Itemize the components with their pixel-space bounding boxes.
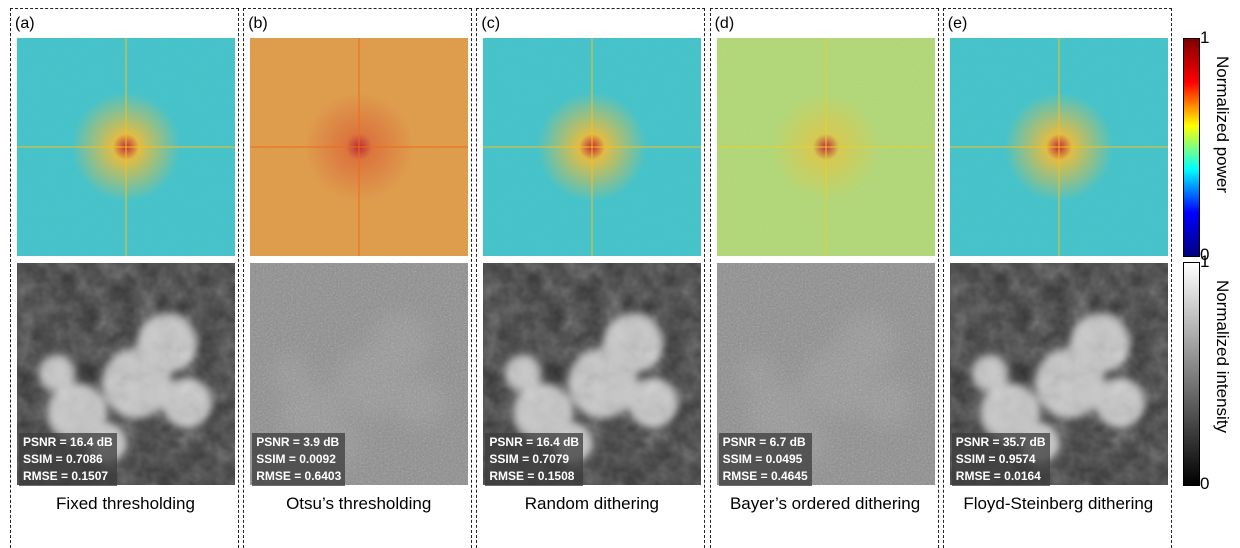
- colorbar-label: Normalized power: [1212, 56, 1232, 193]
- metric: SSIM = 0.9574: [956, 451, 1046, 468]
- metric: SSIM = 0.7086: [23, 451, 113, 468]
- metric: PSNR = 16.4 dB: [489, 434, 579, 451]
- panel-label: (d): [715, 15, 735, 33]
- metric: SSIM = 0.7079: [489, 451, 579, 468]
- colorbar: [1183, 262, 1200, 486]
- caption: Floyd-Steinberg dithering: [944, 493, 1173, 514]
- colorbar-max: 1: [1200, 252, 1209, 272]
- metric: RMSE = 0.1507: [23, 468, 113, 485]
- panel-label: (a): [15, 15, 35, 33]
- caption: Random dithering: [477, 493, 706, 514]
- metric: PSNR = 35.7 dB: [956, 434, 1046, 451]
- colorbar-label: Normalized intensity: [1212, 280, 1232, 433]
- metric: RMSE = 0.4645: [723, 468, 808, 485]
- colorbar: [1183, 38, 1200, 257]
- spectrum-image: [250, 38, 468, 256]
- colorbar-min: 0: [1200, 474, 1209, 494]
- panel-label: (e): [948, 15, 968, 33]
- caption: Bayer’s ordered dithering: [711, 493, 940, 514]
- metric: RMSE = 0.1508: [489, 468, 579, 485]
- metric: RMSE = 0.6403: [256, 468, 341, 485]
- metric: SSIM = 0.0092: [256, 451, 341, 468]
- spectrum-image: [950, 38, 1168, 256]
- spectrum-image: [17, 38, 235, 256]
- panel-label: (b): [248, 15, 268, 33]
- metric: PSNR = 6.7 dB: [723, 434, 808, 451]
- spectrum-image: [717, 38, 935, 256]
- caption: Otsu’s thresholding: [244, 493, 473, 514]
- metric: PSNR = 16.4 dB: [23, 434, 113, 451]
- metric: RMSE = 0.0164: [956, 468, 1046, 485]
- spectrum-image: [483, 38, 701, 256]
- panel-label: (c): [481, 15, 500, 33]
- caption: Fixed thresholding: [11, 493, 240, 514]
- colorbar-max: 1: [1200, 28, 1209, 48]
- metric: PSNR = 3.9 dB: [256, 434, 341, 451]
- metric: SSIM = 0.0495: [723, 451, 808, 468]
